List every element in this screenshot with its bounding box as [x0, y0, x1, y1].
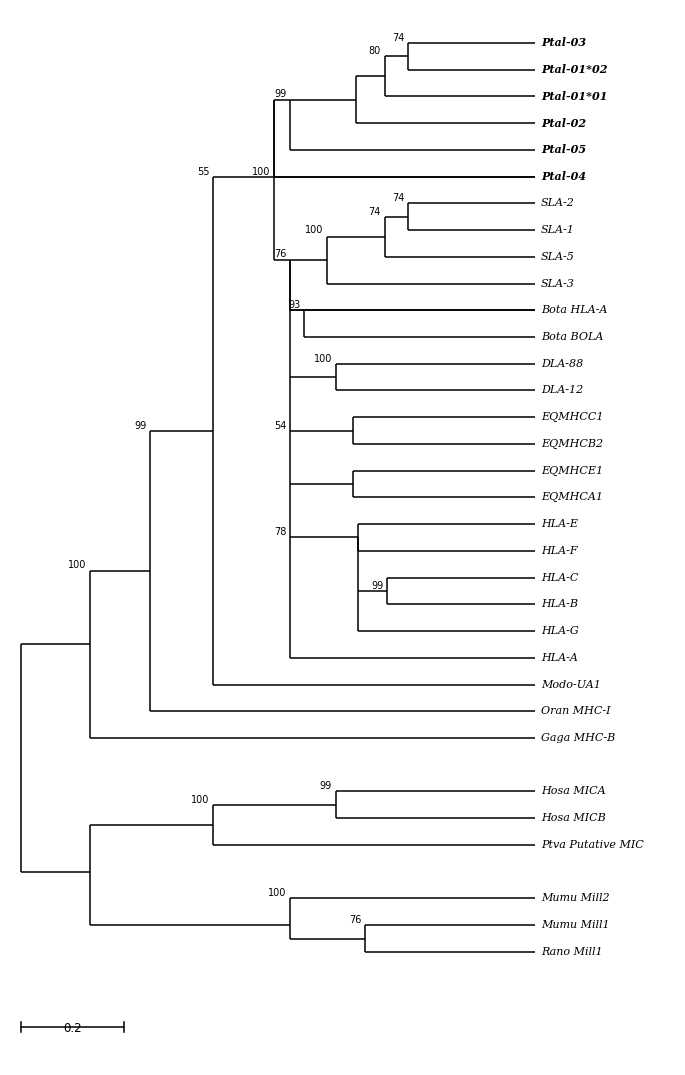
Text: 76: 76 [349, 915, 362, 926]
Text: Hosa MICA: Hosa MICA [541, 787, 606, 797]
Text: Ptal-02: Ptal-02 [541, 117, 586, 129]
Text: HLA-B: HLA-B [541, 600, 578, 610]
Text: 55: 55 [197, 167, 210, 176]
Text: Gaga MHC-B: Gaga MHC-B [541, 733, 615, 743]
Text: 100: 100 [305, 226, 323, 235]
Text: 74: 74 [392, 194, 404, 203]
Text: HLA-E: HLA-E [541, 519, 578, 529]
Text: DLA-12: DLA-12 [541, 386, 584, 396]
Text: 74: 74 [369, 206, 381, 217]
Text: EQMHCC1: EQMHCC1 [541, 412, 603, 422]
Text: SLA-1: SLA-1 [541, 225, 575, 235]
Text: Oran MHC-I: Oran MHC-I [541, 706, 610, 716]
Text: HLA-A: HLA-A [541, 653, 578, 663]
Text: 80: 80 [369, 46, 381, 56]
Text: 99: 99 [371, 580, 384, 591]
Text: EQMHCA1: EQMHCA1 [541, 492, 603, 502]
Text: Rano Mill1: Rano Mill1 [541, 947, 603, 957]
Text: Mumu Mill2: Mumu Mill2 [541, 893, 610, 903]
Text: SLA-5: SLA-5 [541, 252, 575, 262]
Text: SLA-2: SLA-2 [541, 198, 575, 209]
Text: Ptal-01*01: Ptal-01*01 [541, 91, 608, 102]
Text: EQMHCB2: EQMHCB2 [541, 439, 603, 449]
Text: 76: 76 [274, 249, 286, 259]
Text: 93: 93 [288, 300, 300, 311]
Text: Ptal-03: Ptal-03 [541, 38, 586, 48]
Text: Mumu Mill1: Mumu Mill1 [541, 920, 610, 930]
Text: Modo-UA1: Modo-UA1 [541, 679, 601, 689]
Text: 0.2: 0.2 [63, 1022, 82, 1035]
Text: Bota HLA-A: Bota HLA-A [541, 305, 608, 315]
Text: HLA-G: HLA-G [541, 626, 579, 636]
Text: Ptal-05: Ptal-05 [541, 144, 586, 155]
Text: 100: 100 [268, 888, 286, 899]
Text: EQMHCE1: EQMHCE1 [541, 465, 603, 476]
Text: 54: 54 [274, 420, 286, 431]
Text: 99: 99 [134, 420, 147, 431]
Text: 78: 78 [274, 528, 286, 538]
Text: Ptal-01*02: Ptal-01*02 [541, 64, 608, 75]
Text: Hosa MICB: Hosa MICB [541, 813, 606, 823]
Text: Ptva Putative MIC: Ptva Putative MIC [541, 840, 644, 850]
Text: 99: 99 [320, 782, 332, 791]
Text: DLA-88: DLA-88 [541, 359, 584, 369]
Text: HLA-C: HLA-C [541, 573, 578, 583]
Text: SLA-3: SLA-3 [541, 278, 575, 288]
Text: 74: 74 [392, 33, 404, 43]
Text: 100: 100 [68, 560, 86, 570]
Text: Ptal-04: Ptal-04 [541, 171, 586, 182]
Text: 100: 100 [191, 794, 210, 805]
Text: 99: 99 [274, 89, 286, 99]
Text: Bota BOLA: Bota BOLA [541, 332, 603, 342]
Text: 100: 100 [314, 354, 332, 363]
Text: HLA-F: HLA-F [541, 546, 577, 556]
Text: 100: 100 [252, 167, 271, 176]
